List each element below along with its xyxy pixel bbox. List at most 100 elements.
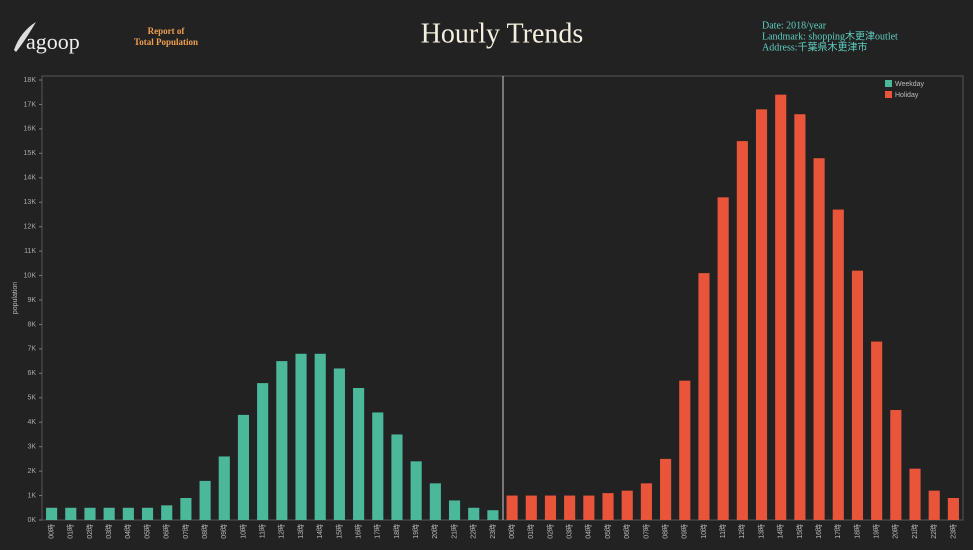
x-tick-label: 00時 [508,524,516,539]
bar [141,507,154,520]
legend-label: Weekday [895,81,925,88]
logo-icon [14,22,36,52]
x-tick-label: 05時 [604,524,612,539]
x-tick-label: 06時 [163,524,171,539]
y-tick-label: 12K [24,224,37,231]
x-tick-label: 21時 [450,524,458,539]
bar [947,498,959,520]
bar [410,461,422,520]
bar [372,412,384,520]
x-tick-label: 13時 [757,524,765,539]
bar [237,414,250,520]
x-tick-label: 08時 [201,524,209,539]
y-tick-label: 2K [27,468,36,475]
x-tick-label: 08時 [661,524,669,539]
bar [314,353,326,520]
x-tick-label: 20時 [892,524,900,539]
bar [698,273,710,520]
x-tick-label: 09時 [681,524,689,539]
x-tick-label: 03時 [566,524,574,539]
bar [755,109,768,520]
bar [736,141,748,520]
y-tick-label: 3K [27,444,36,451]
y-tick-label: 4K [27,419,36,426]
y-tick-label: 5K [27,395,36,402]
bar [890,410,902,520]
legend-swatch [885,80,892,87]
bar [46,507,58,520]
bar [602,493,614,520]
x-tick-label: 14時 [316,524,324,539]
bar [640,483,652,520]
x-tick-label: 23時 [489,524,497,539]
x-tick-label: 01時 [527,524,535,539]
x-tick-label: 00時 [47,524,55,539]
x-tick-label: 22時 [930,524,938,539]
y-tick-label: 9K [27,297,36,304]
bar [161,505,173,520]
y-tick-label: 10K [24,272,37,279]
x-tick-label: 18時 [393,524,401,539]
bar [84,507,96,520]
bar [871,341,883,520]
x-tick-label: 16時 [354,524,362,539]
x-tick-label: 05時 [143,524,151,539]
x-tick-label: 07時 [642,524,650,539]
bar [391,434,403,520]
x-tick-label: 13時 [297,524,305,539]
bar [429,483,441,520]
bar [65,507,77,520]
bar [257,383,269,520]
y-tick-label: 16K [24,126,37,133]
y-axis-label: population [12,282,19,314]
report-line: Total Population [134,37,198,47]
bar [448,500,461,520]
x-tick-label: 17時 [834,524,842,539]
bar [679,380,691,520]
x-tick-label: 06時 [623,524,631,539]
info-line: Date: 2018/year [762,20,827,31]
x-tick-label: 17時 [374,524,382,539]
x-tick-label: 15時 [335,524,343,539]
y-tick-label: 15K [24,150,37,157]
logo: agoop [26,29,80,54]
x-tick-label: 11時 [719,524,727,538]
bar [333,368,345,520]
y-tick-label: 18K [24,77,37,84]
y-tick-label: 1K [27,492,36,499]
info-line: Address:千葉県木更津市 [762,40,868,53]
bar [295,353,307,520]
y-tick-label: 6K [27,370,36,377]
x-tick-label: 04時 [124,524,132,539]
bar [583,495,595,520]
y-tick-label: 8K [27,321,36,328]
y-tick-label: 13K [24,199,37,206]
x-tick-label: 23時 [949,524,957,539]
y-tick-label: 0K [27,517,36,524]
legend-label: Holiday [895,92,919,99]
x-tick-label: 09時 [220,524,228,539]
x-tick-label: 22時 [470,524,478,539]
info-line: Landmark: shopping木更津outlet [762,30,898,42]
bar [621,490,633,520]
bar [103,507,115,520]
x-tick-label: 11時 [259,524,267,538]
x-tick-label: 18時 [853,524,861,539]
y-tick-label: 7K [27,346,36,353]
bar [851,270,864,520]
bar [832,209,844,521]
report-line: Report of [148,26,186,36]
bar [928,490,940,520]
x-tick-label: 14時 [777,524,785,539]
bar [525,495,537,520]
x-tick-label: 21時 [911,524,919,539]
bar [909,468,921,520]
bar [813,158,825,520]
x-tick-label: 12時 [738,524,746,539]
x-tick-label: 12時 [278,524,286,539]
y-tick-label: 17K [24,101,37,108]
bar [544,495,557,520]
x-tick-label: 10時 [700,524,708,539]
bar [506,495,518,520]
